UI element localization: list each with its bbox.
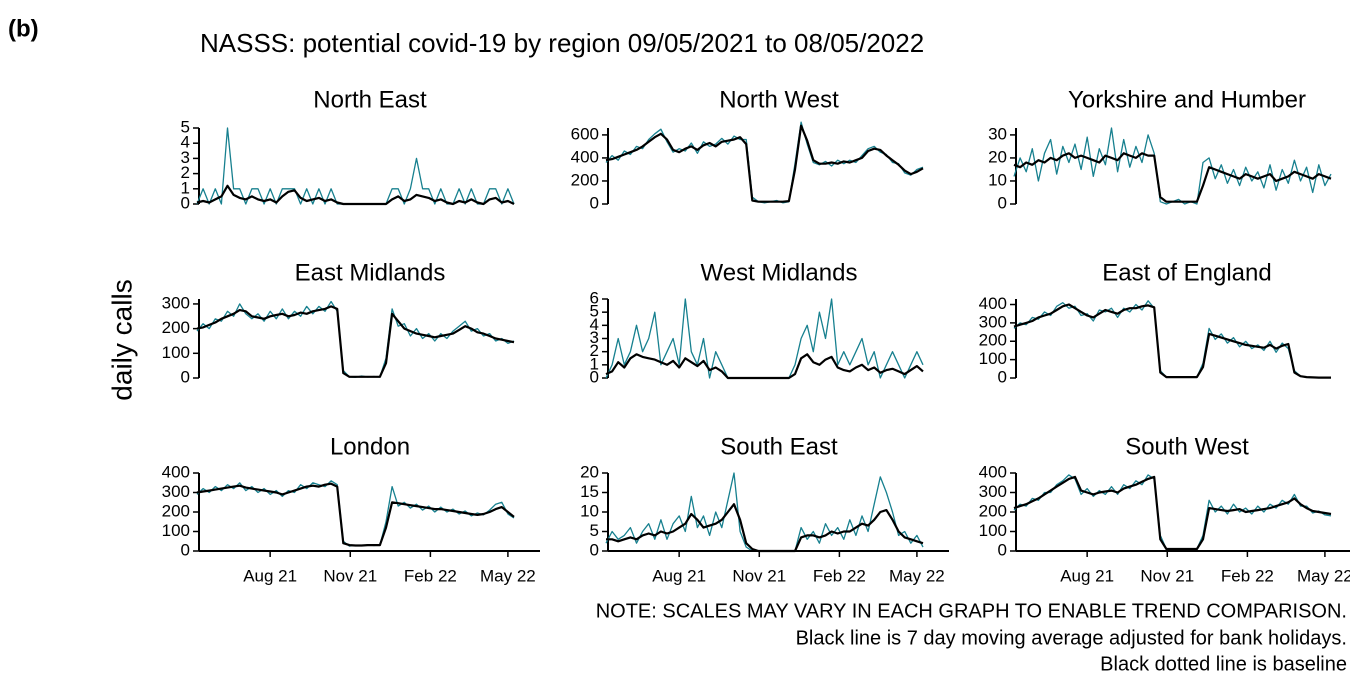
y-tick-label: 0 xyxy=(998,193,1007,212)
y-tick-label: 0 xyxy=(590,367,599,386)
x-tick-label: May 22 xyxy=(889,566,945,585)
y-tick-label: 100 xyxy=(979,521,1007,540)
y-tick-label: 300 xyxy=(162,482,190,501)
y-tick-label: 10 xyxy=(580,501,599,520)
panel-title: South West xyxy=(1125,433,1249,460)
y-axis-label: daily calls xyxy=(106,279,137,400)
series-line xyxy=(605,472,924,552)
y-tick-label: 0 xyxy=(998,540,1007,559)
y-tick-label: 200 xyxy=(979,501,1007,520)
panel-label: (b) xyxy=(8,15,39,42)
y-tick-label: 0 xyxy=(181,367,190,386)
x-tick-label: Feb 22 xyxy=(813,566,866,585)
y-tick-label: 5 xyxy=(590,302,599,321)
y-tick-label: 30 xyxy=(988,124,1007,143)
y-tick-label: 3 xyxy=(181,148,190,167)
x-tick-label: May 22 xyxy=(480,566,536,585)
panel-title: West Midlands xyxy=(701,259,858,286)
y-tick-label: 300 xyxy=(162,293,190,312)
series-line xyxy=(196,127,515,205)
figure-title: NASSS: potential covid-19 by region 09/0… xyxy=(200,28,924,58)
x-tick-label: Nov 21 xyxy=(1140,566,1194,585)
note: Black dotted line is baseline xyxy=(1100,653,1347,674)
series-line xyxy=(196,305,515,378)
series-line xyxy=(1013,300,1332,379)
y-tick-label: 200 xyxy=(162,318,190,337)
y-tick-label: 20 xyxy=(580,462,599,481)
x-tick-label: Nov 21 xyxy=(732,566,786,585)
y-tick-label: 400 xyxy=(162,462,190,481)
x-tick-label: Aug 21 xyxy=(243,566,297,585)
y-tick-label: 0 xyxy=(181,540,190,559)
series-line xyxy=(196,184,515,206)
note: Black line is 7 day moving average adjus… xyxy=(796,627,1347,649)
y-tick-label: 400 xyxy=(979,294,1007,313)
x-tick-label: Nov 21 xyxy=(323,566,377,585)
y-tick-label: 600 xyxy=(571,124,599,143)
y-tick-label: 200 xyxy=(162,501,190,520)
y-tick-label: 100 xyxy=(162,343,190,362)
y-tick-label: 3 xyxy=(590,328,599,347)
y-tick-label: 0 xyxy=(590,193,599,212)
series-line xyxy=(1013,152,1332,203)
y-tick-label: 0 xyxy=(998,367,1007,386)
y-tick-label: 100 xyxy=(162,521,190,540)
panel-title: Yorkshire and Humber xyxy=(1068,86,1306,113)
series-line xyxy=(1013,303,1331,379)
series-line xyxy=(1013,474,1332,551)
series-line xyxy=(605,124,924,203)
panel-title: North West xyxy=(719,86,839,113)
y-tick-label: 10 xyxy=(988,170,1007,189)
panel-title: South East xyxy=(720,433,838,460)
series-line xyxy=(1013,127,1332,205)
y-tick-label: 4 xyxy=(590,315,599,334)
x-tick-label: Aug 21 xyxy=(652,566,706,585)
y-tick-label: 2 xyxy=(590,341,599,360)
y-tick-label: 400 xyxy=(979,462,1007,481)
y-tick-label: 1 xyxy=(590,354,599,373)
panel-title: North East xyxy=(313,86,427,113)
series-line xyxy=(605,121,924,204)
y-tick-label: 0 xyxy=(181,193,190,212)
series-line xyxy=(196,300,515,378)
y-tick-label: 2 xyxy=(181,163,190,182)
y-tick-label: 300 xyxy=(979,312,1007,331)
y-tick-label: 6 xyxy=(590,288,599,307)
y-tick-label: 20 xyxy=(988,147,1007,166)
y-tick-label: 300 xyxy=(979,482,1007,501)
y-tick-label: 0 xyxy=(590,540,599,559)
x-tick-label: Feb 22 xyxy=(1221,566,1274,585)
y-tick-label: 4 xyxy=(181,133,190,152)
series-line xyxy=(1013,475,1332,551)
series-line xyxy=(605,353,924,380)
y-tick-label: 400 xyxy=(571,147,599,166)
y-tick-label: 15 xyxy=(580,482,599,501)
x-tick-label: Feb 22 xyxy=(404,566,457,585)
series-line xyxy=(605,298,924,379)
series-line xyxy=(606,503,924,553)
panel-title: East of England xyxy=(1102,259,1271,286)
y-tick-label: 5 xyxy=(590,521,599,540)
y-tick-label: 100 xyxy=(979,349,1007,368)
y-tick-label: 5 xyxy=(181,117,190,136)
panel-title: East Midlands xyxy=(295,259,446,286)
x-tick-label: Aug 21 xyxy=(1060,566,1114,585)
y-tick-label: 1 xyxy=(181,178,190,197)
series-line xyxy=(196,482,515,547)
y-tick-label: 200 xyxy=(979,331,1007,350)
x-tick-label: May 22 xyxy=(1297,566,1350,585)
note: NOTE: SCALES MAY VARY IN EACH GRAPH TO E… xyxy=(596,600,1347,622)
panel-title: London xyxy=(330,433,410,460)
y-tick-label: 200 xyxy=(571,170,599,189)
